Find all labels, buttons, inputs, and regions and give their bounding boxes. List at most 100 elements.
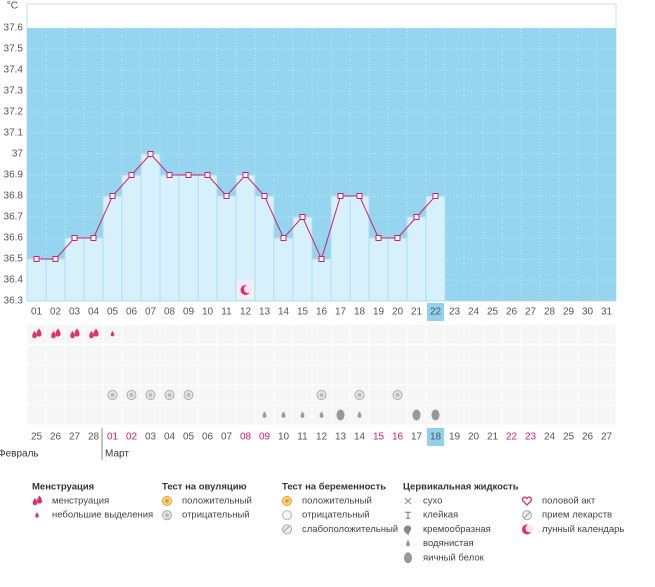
icon-cell [482, 323, 503, 345]
egg-icon [336, 409, 345, 421]
icon-cell [596, 404, 617, 426]
legend-title: Менструация [32, 482, 94, 493]
dot [165, 513, 169, 518]
icon-cell [539, 404, 560, 426]
y-tick-label: 37.4 [4, 65, 24, 76]
pill-line [523, 511, 531, 519]
icon-cell [368, 364, 389, 386]
icon-cell [235, 384, 256, 406]
icon-cell [520, 364, 541, 386]
temp-point [337, 193, 344, 199]
icon-cell [292, 384, 313, 406]
dot [165, 499, 169, 503]
temp-bar [311, 258, 332, 302]
dot [319, 393, 324, 397]
drop-icon [32, 331, 37, 339]
icon-cell [425, 344, 446, 366]
icon-cell [520, 384, 541, 406]
icon-cell [121, 364, 142, 386]
drop-icon [89, 331, 94, 339]
date-label: 27 [69, 432, 81, 443]
icon-cell [64, 364, 85, 386]
icon-cell [482, 384, 503, 406]
icon-cell [273, 364, 294, 386]
icon-cell [121, 404, 142, 426]
dot [148, 393, 153, 397]
egg-icon [412, 409, 421, 421]
icon-cell [387, 404, 408, 426]
date-label: 07 [221, 432, 233, 443]
legend-label: отрицательный [302, 510, 370, 521]
day-label: 27 [525, 307, 537, 318]
heart-icon [521, 496, 533, 506]
icon-cell [159, 364, 180, 386]
temp-point [432, 193, 439, 199]
legend-label: яичный белок [423, 552, 485, 563]
temp-point [204, 172, 211, 178]
date-label: 13 [335, 432, 347, 443]
legend-label: менструация [52, 496, 109, 507]
icon-cell [539, 384, 560, 406]
icon-cell [140, 404, 161, 426]
day-label: 19 [373, 307, 385, 318]
drop-icon [319, 411, 324, 418]
icon-cell [197, 344, 218, 366]
y-tick-label: 37.2 [4, 107, 24, 118]
temp-point [413, 214, 420, 220]
icon-cell [330, 344, 351, 366]
drop-icon [32, 498, 38, 506]
day-label: 28 [544, 307, 556, 318]
date-label: 08 [240, 432, 252, 443]
date-label: 15 [373, 432, 385, 443]
icon-cell [273, 384, 294, 406]
day-label: 08 [164, 307, 176, 318]
day-label: 14 [278, 307, 290, 318]
half [283, 526, 290, 532]
date-label: 18 [430, 432, 442, 443]
icon-cell [83, 364, 104, 386]
y-tick-label: 36.5 [4, 254, 24, 265]
sticky-icon [405, 511, 411, 519]
day-label: 12 [240, 307, 252, 318]
icon-cell [444, 404, 465, 426]
test-icon [282, 524, 292, 535]
temp-bar [45, 258, 66, 302]
icon-cell [254, 364, 275, 386]
day-label: 07 [145, 307, 157, 318]
drop-icon [406, 540, 410, 547]
day-label: 26 [506, 307, 518, 318]
icon-cell [216, 323, 237, 345]
icon-cell [425, 364, 446, 386]
drop-icon [70, 331, 75, 339]
icon-cell [330, 323, 351, 345]
day-label: 25 [487, 307, 499, 318]
drop-icon [36, 328, 42, 337]
date-label: 14 [354, 432, 366, 443]
icon-cell [292, 364, 313, 386]
icon-cell [45, 384, 66, 406]
drop-icon [93, 328, 99, 337]
date-label: 17 [411, 432, 423, 443]
y-tick-label: 37.3 [4, 86, 24, 97]
day-label: 29 [563, 307, 575, 318]
icon-cell [45, 344, 66, 366]
icon-cell [102, 404, 123, 426]
temp-point [128, 172, 135, 178]
legend-title: Цервикальная жидкость [403, 482, 519, 493]
legend-label: положительный [302, 496, 372, 507]
icon-cell [178, 404, 199, 426]
day-label: 18 [354, 307, 366, 318]
icon-cell [83, 344, 104, 366]
icon-cell [425, 384, 446, 406]
temp-point [261, 193, 268, 199]
moon-cut [244, 285, 252, 293]
day-label: 03 [69, 307, 81, 318]
temp-bar [216, 195, 237, 302]
icon-cell [349, 364, 370, 386]
icon-cell [254, 384, 275, 406]
y-tick-label: 36.7 [4, 212, 24, 223]
icon-cell [558, 404, 579, 426]
date-label: 22 [506, 432, 518, 443]
legend-label: отрицательный [182, 510, 250, 521]
